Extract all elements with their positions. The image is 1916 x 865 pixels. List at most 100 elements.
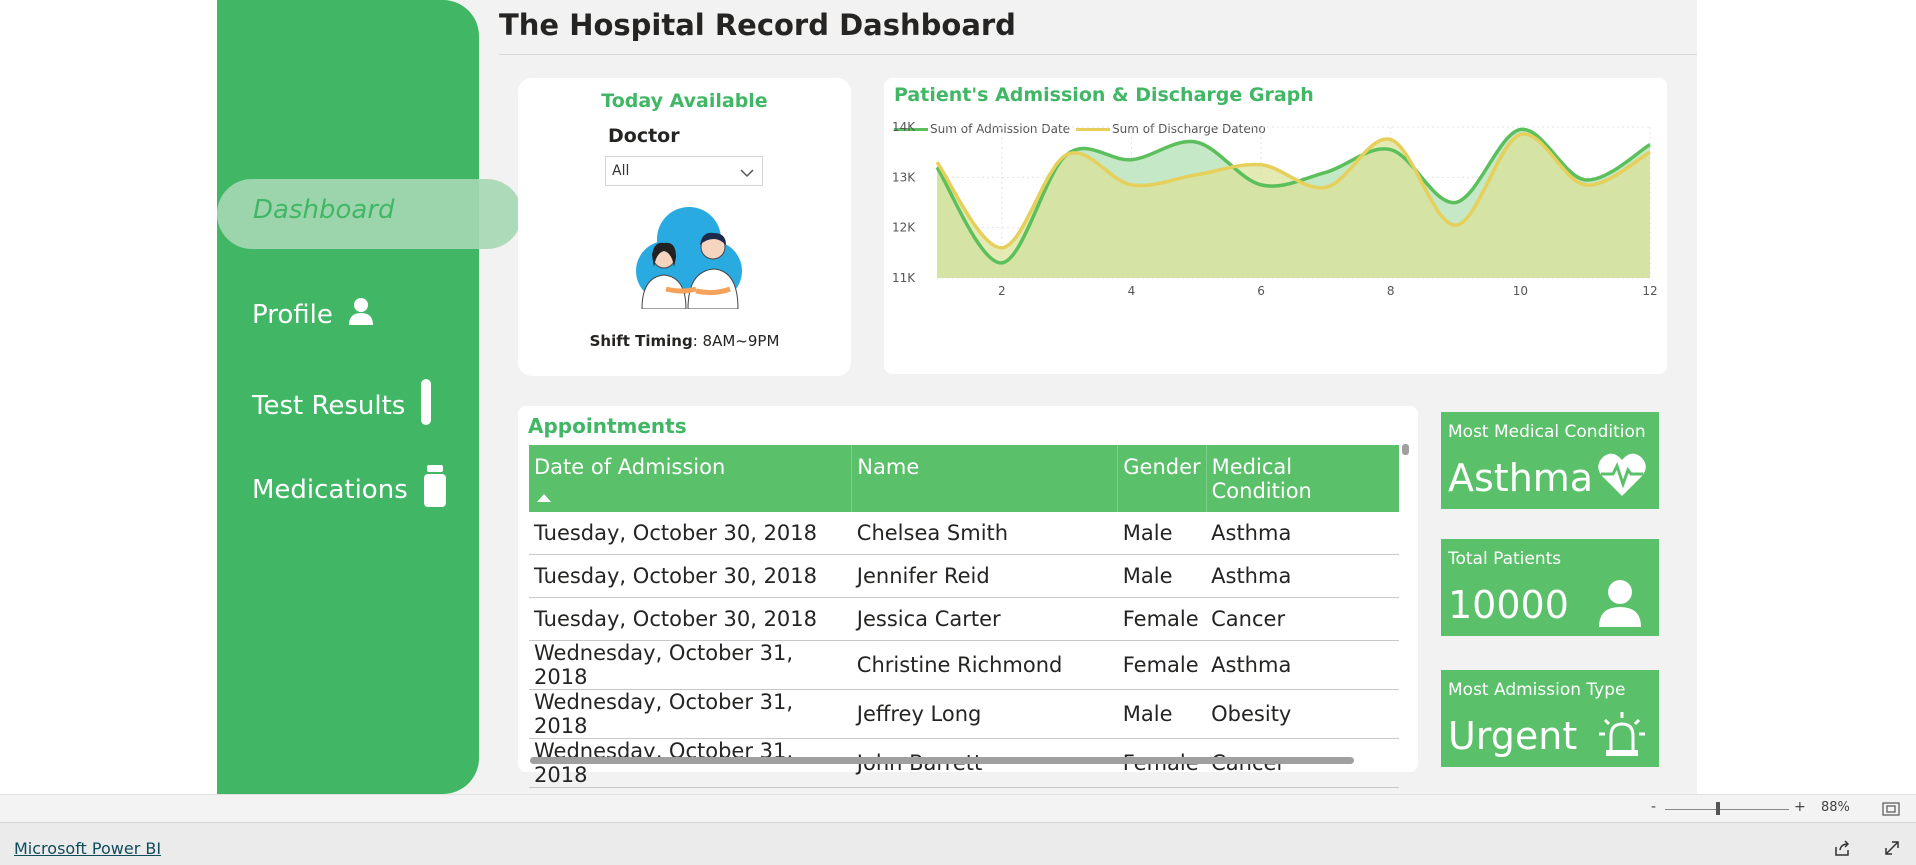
cell-condition: Obesity — [1206, 689, 1399, 739]
fullscreen-icon[interactable] — [1883, 839, 1901, 861]
doctors-illustration — [626, 205, 752, 313]
doctor-card: Today Available Doctor All Shift Timing:… — [518, 78, 851, 376]
sort-asc-icon — [537, 483, 551, 507]
cell-name: Christine Richmond — [851, 640, 1118, 690]
chevron-down-icon — [740, 163, 754, 182]
cell-condition: Cancer — [1206, 597, 1399, 641]
nav-medications-label: Medications — [252, 474, 408, 505]
legend-admission-swatch — [894, 127, 928, 131]
cell-gender: Male — [1117, 689, 1207, 739]
nav-profile-label: Profile — [252, 299, 333, 330]
cell-gender: Female — [1117, 597, 1207, 641]
zoom-in-button[interactable]: + — [1794, 799, 1806, 815]
page-title: The Hospital Record Dashboard — [499, 8, 1016, 42]
shift-timing: Shift Timing: 8AM~9PM — [518, 332, 851, 350]
title-divider — [499, 54, 1697, 55]
alarm-siren-icon — [1597, 710, 1647, 758]
col-name[interactable]: Name — [851, 445, 1119, 512]
table-row[interactable]: Wednesday, October 31, 2018 Jeffrey Long M… — [529, 689, 1399, 739]
kpi-admission-value: Urgent — [1448, 714, 1578, 758]
x-tick-label: 6 — [1257, 284, 1265, 298]
kpi-condition-label: Most Medical Condition — [1448, 422, 1646, 442]
cell-condition: Asthma — [1206, 554, 1399, 598]
cell-date: Wednesday, October 31, 2018 — [529, 640, 852, 690]
cell-gender: Female — [1117, 640, 1207, 690]
zoom-slider-handle[interactable] — [1716, 802, 1720, 815]
vertical-scrollbar[interactable] — [1402, 444, 1409, 455]
y-tick-label: 11K — [892, 271, 916, 285]
zoom-out-button[interactable]: - — [1651, 799, 1657, 815]
nav-dashboard-label: Dashboard — [253, 195, 395, 225]
cell-gender: Male — [1117, 512, 1207, 555]
legend-discharge-label: Sum of Discharge Dateno — [1112, 122, 1266, 136]
pill-bottle-icon — [422, 464, 448, 515]
sidebar: Profile Test Results Medications — [217, 0, 479, 794]
doctor-card-title: Today Available — [601, 90, 768, 112]
person-icon — [1597, 579, 1647, 627]
series-area-1 — [937, 133, 1650, 278]
cell-condition: Asthma — [1206, 512, 1399, 555]
y-tick-label: 14K — [892, 120, 916, 134]
test-tube-icon — [419, 378, 433, 433]
share-icon[interactable] — [1833, 839, 1851, 861]
zoom-level: 88% — [1821, 800, 1850, 815]
zoom-slider-track[interactable] — [1665, 809, 1789, 810]
cell-date: Tuesday, October 30, 2018 — [529, 512, 852, 555]
cell-date: Wednesday, October 31, 2018 — [529, 689, 852, 739]
y-tick-label: 12K — [892, 221, 916, 235]
cell-date: Tuesday, October 30, 2018 — [529, 554, 852, 598]
col-gender-label: Gender — [1123, 455, 1201, 479]
appointments-table: Date of Admission Name Gender Medical Co… — [529, 445, 1399, 788]
zoom-bar: - + 88% — [0, 794, 1916, 823]
col-date-of-admission[interactable]: Date of Admission — [529, 445, 853, 512]
heart-pulse-icon — [1597, 452, 1647, 500]
kpi-most-medical-condition: Most Medical Condition Asthma — [1441, 412, 1659, 509]
horizontal-scrollbar[interactable] — [530, 757, 1354, 764]
cell-name: Jessica Carter — [851, 597, 1118, 641]
x-tick-label: 12 — [1642, 284, 1657, 298]
nav-dashboard[interactable]: Dashboard — [217, 179, 522, 249]
cell-name: Jeffrey Long — [851, 689, 1118, 739]
col-date-label: Date of Admission — [534, 455, 726, 479]
x-tick-label: 4 — [1128, 284, 1136, 298]
col-name-label: Name — [857, 455, 920, 479]
col-gender[interactable]: Gender — [1117, 445, 1207, 512]
nav-profile[interactable]: Profile — [252, 296, 375, 333]
kpi-condition-value: Asthma — [1448, 456, 1594, 500]
legend-discharge-swatch — [1076, 127, 1111, 131]
table-row[interactable]: Tuesday, October 30, 2018 Jennifer Reid Ma… — [529, 554, 1399, 598]
doctor-select[interactable]: All — [605, 156, 763, 186]
kpi-total-patients: Total Patients 10000 — [1441, 539, 1659, 636]
power-bi-link[interactable]: Microsoft Power BI — [14, 839, 162, 858]
col-condition-label: Medical Condition — [1211, 455, 1312, 503]
admission-discharge-chart: 11K 12K 13K 14K 2 4 6 8 10 12 — [892, 120, 1658, 298]
x-tick-label: 8 — [1387, 284, 1395, 298]
table-row[interactable]: Tuesday, October 30, 2018 Chelsea Smith Ma… — [529, 512, 1399, 555]
legend-admission-label: Sum of Admission Date — [930, 122, 1071, 136]
cell-condition: Asthma — [1206, 640, 1399, 690]
nav-test-results-label: Test Results — [252, 390, 406, 421]
table-header-row: Date of Admission Name Gender Medical Co… — [529, 445, 1399, 512]
table-row[interactable]: Tuesday, October 30, 2018 Jessica Carter F… — [529, 597, 1399, 641]
cell-date: Tuesday, October 30, 2018 — [529, 597, 852, 641]
footer: Microsoft Power BI — [0, 822, 1916, 865]
y-tick-label: 13K — [892, 170, 916, 184]
cell-name: Chelsea Smith — [851, 512, 1118, 555]
chart-legend: Sum of Admission Date Sum of Discharge D… — [894, 122, 1266, 136]
chart-title: Patient's Admission & Discharge Graph — [894, 84, 1314, 106]
nav-test-results[interactable]: Test Results — [252, 378, 433, 433]
fit-to-page-icon[interactable] — [1882, 801, 1900, 820]
person-icon — [347, 296, 375, 333]
chart-card: Patient's Admission & Discharge Graph Su… — [884, 78, 1667, 374]
nav-medications[interactable]: Medications — [252, 464, 448, 515]
x-tick-label: 2 — [998, 284, 1006, 298]
kpi-patients-label: Total Patients — [1448, 549, 1562, 569]
series-line-0 — [935, 127, 1651, 265]
table-row[interactable]: Wednesday, October 31, 2018 Christine Ric… — [529, 640, 1399, 690]
x-tick-label: 10 — [1513, 284, 1528, 298]
cell-name: Jennifer Reid — [851, 554, 1118, 598]
col-medical-condition[interactable]: Medical Condition — [1206, 445, 1399, 512]
doctor-filter-label: Doctor — [608, 125, 680, 147]
series-line-1 — [935, 132, 1651, 250]
kpi-most-admission-type: Most Admission Type Urgent — [1441, 670, 1659, 767]
